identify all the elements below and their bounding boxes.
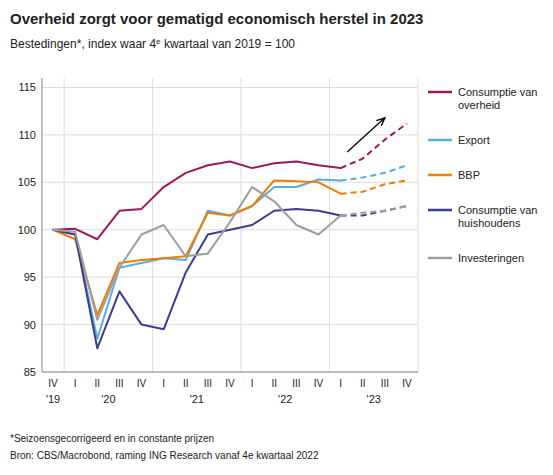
grid-line — [42, 277, 418, 278]
x-axis-line — [42, 372, 418, 373]
legend-label: Consumptie vanhuishoudens — [458, 204, 538, 229]
forecast-line — [341, 206, 407, 215]
year-separator — [418, 78, 419, 372]
subtitle-part: kwartaal van 2019 = 100 — [161, 37, 296, 51]
x-tick-label: III — [381, 378, 389, 389]
grid-line — [42, 182, 418, 183]
x-tick-label: IV — [314, 378, 324, 389]
forecast-line — [341, 165, 407, 180]
year-label: '23 — [367, 393, 381, 405]
legend: Consumptie vanoverheid Export BBP Consumpti… — [428, 86, 538, 264]
subtitle: Bestedingen*, index waar 4e kwartaal van… — [10, 37, 295, 52]
y-tick-label: 85 — [24, 366, 36, 378]
x-tick-label: III — [204, 378, 212, 389]
y-tick-label: 110 — [18, 129, 36, 141]
title: Overheid zorgt voor gematigd economisch … — [10, 10, 423, 27]
x-tick-label: II — [360, 378, 366, 389]
grid-line — [42, 372, 418, 373]
plot-area — [53, 118, 407, 348]
legend-label: BBP — [458, 169, 480, 181]
legend-label: Consumptie vanoverheid — [458, 86, 538, 111]
x-tick-label: I — [74, 378, 77, 389]
x-tick-label: I — [251, 378, 254, 389]
x-tick-label: IV — [225, 378, 235, 389]
footnote: *Seizoensgecorrigeerd en in constante pr… — [10, 433, 214, 444]
chart: Overheid zorgt voor gematigd economisch … — [0, 0, 553, 475]
x-tick-label: IV — [402, 378, 412, 389]
year-separator — [241, 78, 242, 372]
x-tick-label: I — [162, 378, 165, 389]
legend-swatch — [428, 209, 452, 212]
grid — [42, 78, 418, 372]
y-tick-label: 95 — [24, 271, 36, 283]
y-tick-label: 100 — [18, 224, 36, 236]
x-tick-label: I — [339, 378, 342, 389]
x-tick-label: II — [95, 378, 101, 389]
y-tick-label: 105 — [18, 176, 36, 188]
x-tick-label: III — [115, 378, 123, 389]
footnote: Bron: CBS/Macrobond, raming ING Research… — [10, 450, 319, 461]
grid-line — [42, 134, 418, 135]
forecast-line — [341, 124, 407, 169]
forecast-line — [341, 206, 407, 215]
series-line — [53, 187, 341, 320]
y-tick-label: 90 — [24, 319, 36, 331]
series-line — [53, 161, 341, 239]
x-tick-label: IV — [137, 378, 147, 389]
legend-swatch — [428, 174, 452, 177]
x-tick-label: II — [183, 378, 189, 389]
legend-label: Export — [458, 134, 490, 146]
y-tick-label: 115 — [18, 81, 36, 93]
subtitle-part: Bestedingen*, index waar 4 — [10, 37, 156, 51]
series-line — [53, 180, 341, 315]
grid-line — [42, 87, 418, 88]
year-label: '21 — [190, 393, 204, 405]
legend-label: Investeringen — [458, 252, 524, 264]
legend-swatch — [428, 91, 452, 94]
legend-swatch — [428, 139, 452, 142]
arrow — [347, 118, 385, 152]
year-label: '19 — [46, 393, 60, 405]
x-tick-label: IV — [48, 378, 58, 389]
series-line — [53, 179, 341, 338]
year-label: '20 — [101, 393, 115, 405]
year-separator — [64, 78, 65, 372]
legend-swatch — [428, 257, 452, 260]
forecast-line — [341, 180, 407, 193]
x-tick-label: III — [292, 378, 300, 389]
year-label: '22 — [278, 393, 292, 405]
y-axis-line — [42, 78, 43, 372]
grid-line — [42, 324, 418, 325]
x-tick-label: II — [271, 378, 277, 389]
series-line — [53, 209, 341, 348]
